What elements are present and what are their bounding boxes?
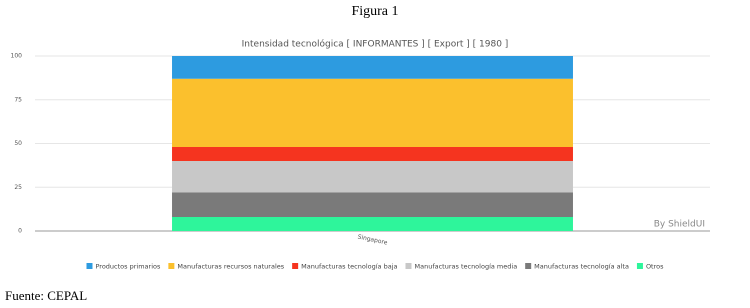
legend-label: Otros: [646, 263, 664, 271]
y-tick-label: 50: [14, 140, 22, 147]
legend-label: Productos primarios: [95, 263, 160, 271]
bar-segment: [172, 192, 573, 217]
y-tick-label: 25: [14, 184, 22, 191]
legend-swatch: [168, 263, 175, 269]
figure-label: Figura 1: [351, 4, 398, 19]
credit: By ShieldUI: [654, 220, 705, 230]
y-tick-label: 100: [11, 53, 23, 60]
legend-swatch: [525, 263, 532, 269]
legend: Productos primarios Manufacturas recursos…: [86, 263, 664, 271]
legend-swatch: [405, 263, 412, 269]
chart-title: Intensidad tecnológica [ INFORMANTES ] […: [242, 39, 509, 50]
bar-segment: [172, 78, 573, 147]
bar-segment: [172, 161, 573, 193]
bar-segment: [172, 147, 573, 161]
source: Fuente: CEPAL: [5, 288, 87, 303]
y-tick-label: 0: [18, 228, 22, 235]
x-tick-label: Singapore: [357, 233, 388, 246]
legend-swatch: [636, 263, 643, 269]
bar-segment: [172, 56, 573, 79]
legend-label: Manufacturas recursos naturales: [177, 263, 284, 271]
legend-label: Manufacturas tecnología baja: [301, 263, 397, 271]
bar-segment: [172, 217, 573, 231]
y-tick-label: 75: [14, 96, 22, 103]
legend-swatch: [86, 263, 93, 269]
legend-swatch: [292, 263, 299, 269]
legend-label: Manufacturas tecnología media: [414, 263, 517, 271]
legend-label: Manufacturas tecnología alta: [534, 263, 629, 271]
